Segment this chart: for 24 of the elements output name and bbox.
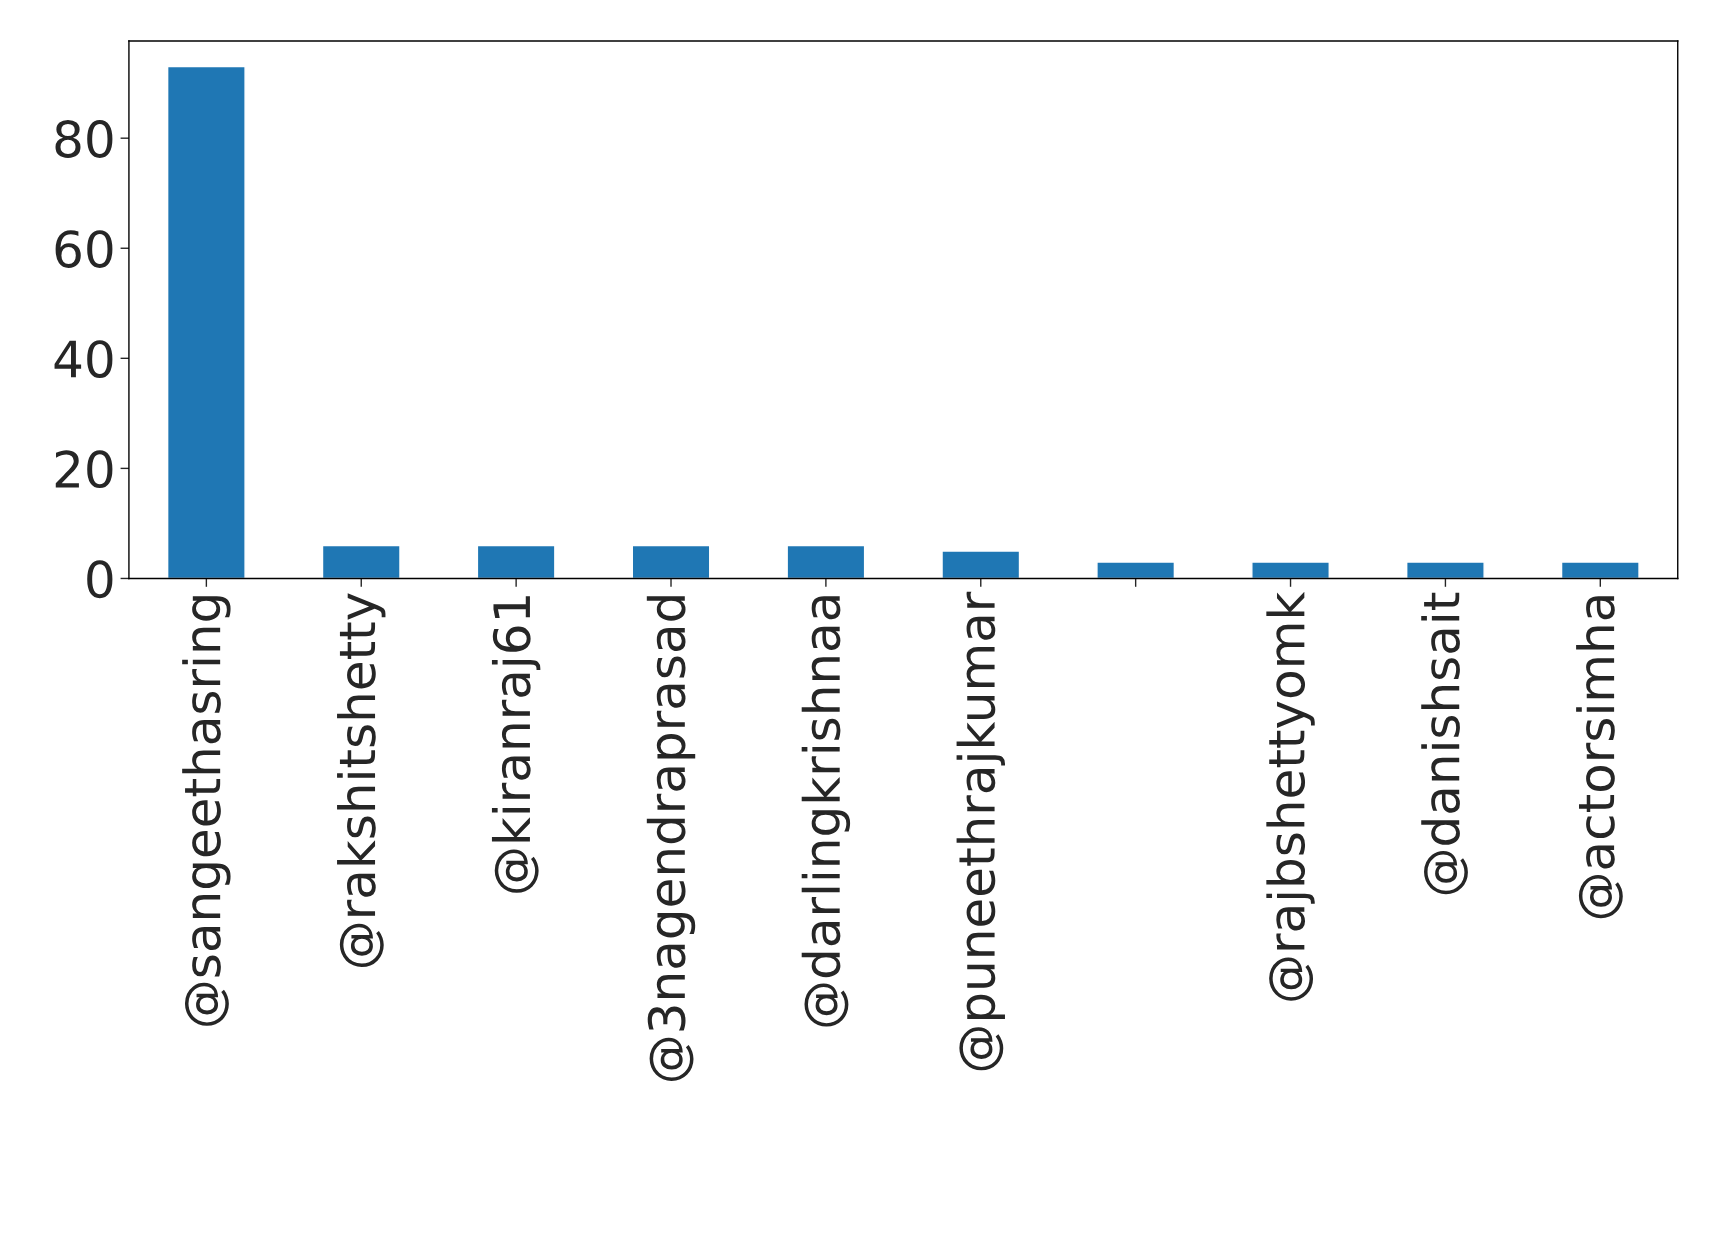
bar xyxy=(1251,561,1330,579)
y-tick-label: 20 xyxy=(55,450,113,489)
y-tick-label: 0 xyxy=(87,560,113,599)
bar xyxy=(476,544,556,579)
bar xyxy=(321,544,401,579)
x-tick-label: @rakshitshetty xyxy=(337,593,386,968)
bar xyxy=(1406,561,1485,579)
x-tick-label: @danishsait xyxy=(1421,592,1468,895)
x-tick-label: @darlingkrishnaa xyxy=(801,596,851,1027)
x-tick-label: @kiranraj61 xyxy=(491,596,541,893)
bar xyxy=(786,544,866,579)
x-tick-label: @sangeethasring xyxy=(182,596,231,1026)
bar xyxy=(941,550,1021,579)
x-tick-label: @puneethrajkumar xyxy=(956,591,1005,1071)
x-tick-label: @3nagendraprasad xyxy=(646,596,696,1081)
bar xyxy=(1096,561,1176,579)
y-tick-label: 60 xyxy=(55,230,113,268)
y-tick-label: 80 xyxy=(55,120,113,158)
x-tick-label: @rajbshettyomk xyxy=(1266,591,1315,1001)
y-tick-label: 40 xyxy=(54,340,113,379)
x-tick-label: @actorsimha xyxy=(1576,596,1623,919)
bar xyxy=(631,544,711,579)
bar xyxy=(1560,561,1640,579)
bar xyxy=(166,65,246,579)
